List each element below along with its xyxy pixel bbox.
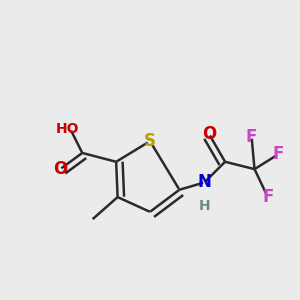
Text: O: O (53, 160, 67, 178)
Text: N: N (197, 173, 212, 191)
Text: O: O (202, 125, 216, 143)
Text: F: F (262, 188, 274, 206)
Text: H: H (199, 199, 210, 213)
Text: HO: HO (56, 122, 79, 136)
Text: F: F (272, 146, 284, 164)
Text: F: F (246, 128, 257, 146)
Text: S: S (144, 132, 156, 150)
